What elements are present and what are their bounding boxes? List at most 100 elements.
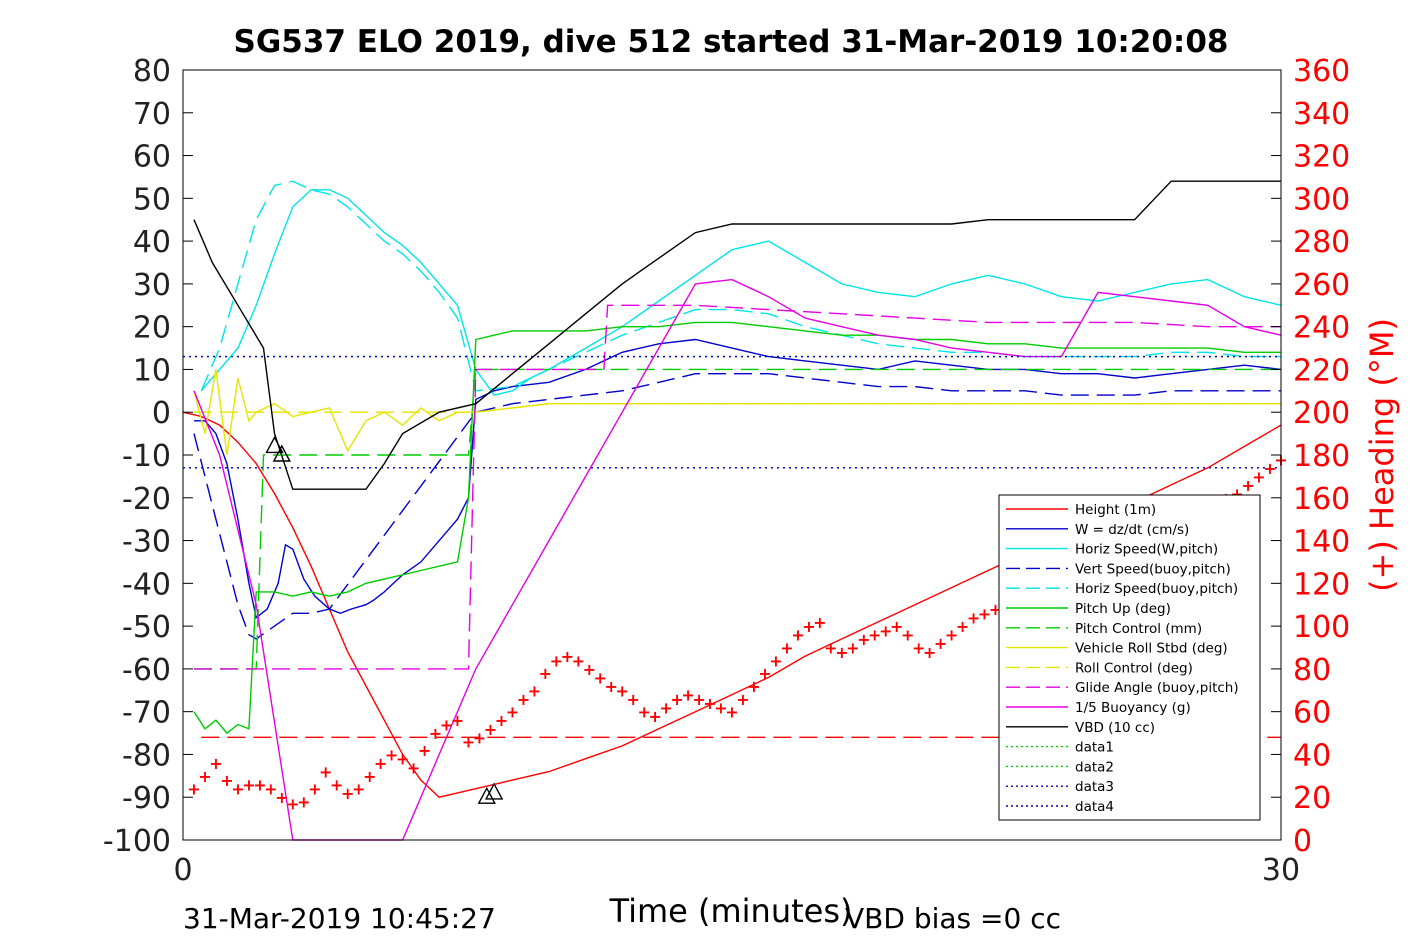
heading-point: +	[725, 703, 738, 722]
y2-tick-label: 40	[1293, 738, 1331, 773]
heading-point: +	[198, 767, 211, 786]
series-horiz_w	[200, 189, 1282, 396]
heading-point: +	[670, 690, 683, 709]
legend-label: Pitch Control (mm)	[1075, 621, 1202, 637]
triangle-marker	[272, 444, 291, 462]
heading-point: +	[407, 758, 420, 777]
heading-point: +	[1263, 459, 1276, 478]
y-tick-label: 60	[133, 140, 171, 175]
y-tick-label: -20	[122, 482, 171, 517]
heading-point: +	[703, 694, 716, 713]
heading-point: +	[220, 771, 233, 790]
y-tick-label: -80	[122, 738, 171, 773]
heading-point: +	[1252, 467, 1265, 486]
triangle-marker	[477, 786, 496, 804]
heading-point: +	[572, 651, 585, 670]
heading-point: +	[451, 711, 464, 730]
heading-point: +	[264, 780, 277, 799]
right-y-axis-label: (+) Heading (°M)	[1363, 318, 1401, 592]
x-axis: 0 30	[173, 830, 1300, 888]
y2-tick-label: 160	[1293, 482, 1350, 517]
heading-point: +	[593, 668, 606, 687]
heading-point: +	[747, 677, 760, 696]
heading-point: +	[506, 703, 519, 722]
series-vert_buoy	[193, 373, 1281, 640]
heading-point: +	[286, 795, 299, 814]
y2-tick-label: 240	[1293, 311, 1350, 346]
heading-point: +	[956, 617, 969, 636]
heading-point: +	[945, 626, 958, 645]
footer-timestamp: 31-Mar-2019 10:45:27	[183, 902, 496, 935]
y2-tick-label: 220	[1293, 353, 1350, 388]
heading-point: +	[297, 793, 310, 812]
y-tick-label: 30	[133, 268, 171, 303]
heading-point: +	[363, 767, 376, 786]
heading-point: +	[780, 639, 793, 658]
heading-point: +	[462, 733, 475, 752]
heading-point: +	[758, 664, 771, 683]
y2-tick-label: 100	[1293, 610, 1350, 645]
y2-tick-label: 340	[1293, 97, 1350, 132]
heading-point: +	[879, 621, 892, 640]
heading-point: +	[604, 677, 617, 696]
legend: Height (1m) W = dz/dt (cm/s) Horiz Speed(W…	[998, 494, 1261, 821]
y2-tick-label: 260	[1293, 268, 1350, 303]
heading-point: +	[209, 754, 222, 773]
heading-point: +	[934, 634, 947, 653]
series-pitch_up	[193, 321, 1281, 735]
y-tick-label: -40	[122, 567, 171, 602]
heading-point: +	[341, 784, 354, 803]
y-tick-label: 80	[133, 54, 171, 89]
legend-label: data2	[1075, 759, 1114, 775]
y2-tick-label: 300	[1293, 182, 1350, 217]
legend-label: data3	[1075, 779, 1114, 795]
series-w	[194, 338, 1282, 619]
heading-point: +	[484, 720, 497, 739]
heading-point: +	[813, 613, 826, 632]
heading-point: +	[473, 728, 486, 747]
y2-tick-label: 180	[1293, 439, 1350, 474]
series-vbd	[193, 180, 1281, 490]
heading-point: +	[846, 639, 859, 658]
legend-label: Horiz Speed(W,pitch)	[1075, 542, 1218, 558]
heading-point: +	[835, 643, 848, 662]
heading-point: +	[319, 763, 332, 782]
series-roll_control	[194, 403, 1281, 413]
heading-point: +	[242, 775, 255, 794]
heading-point: +	[692, 690, 705, 709]
y-tick-label: -90	[122, 781, 171, 816]
series-glide_angle	[194, 304, 1281, 670]
heading-point: +	[440, 716, 453, 735]
right-y-axis: 3603403203002802602402202001801601401201…	[1271, 54, 1350, 859]
y-tick-label: 70	[133, 97, 171, 132]
footer-vbd-bias: VBD bias =0 cc	[845, 902, 1061, 935]
heading-point: +	[824, 639, 837, 658]
legend-label: Height (1m)	[1075, 502, 1156, 518]
heading-point: +	[637, 703, 650, 722]
heading-point: +	[978, 604, 991, 623]
heading-point: +	[901, 626, 914, 645]
heading-point: +	[802, 617, 815, 636]
heading-point: +	[923, 643, 936, 662]
y2-tick-label: 0	[1293, 824, 1312, 859]
heading-point: +	[385, 745, 398, 764]
heading-point: +	[275, 788, 288, 807]
left-y-axis: 80 70 60 50 40 30 20 10 0 -10 -20 -30 -40 -50 -60 -70 -8…	[103, 54, 193, 859]
heading-point: +	[791, 626, 804, 645]
heading-point: +	[418, 741, 431, 760]
heading-point: +	[495, 711, 508, 730]
heading-point: +	[308, 780, 321, 799]
y-tick-label: 10	[133, 353, 171, 388]
heading-point: +	[626, 690, 639, 709]
triangle-marker	[265, 435, 284, 454]
y-tick-label: 20	[133, 311, 171, 346]
legend-label: Horiz Speed(buoy,pitch)	[1075, 581, 1238, 597]
chart-title: SG537 ELO 2019, dive 512 started 31-Mar-…	[234, 24, 1229, 60]
y2-tick-label: 120	[1293, 567, 1350, 602]
legend-label: 1/5 Buoyancy (g)	[1075, 700, 1191, 716]
legend-label: data1	[1075, 740, 1114, 756]
y2-tick-label: 320	[1293, 140, 1350, 175]
y2-tick-label: 60	[1293, 696, 1331, 731]
heading-point: +	[912, 639, 925, 658]
y-tick-label: -10	[122, 439, 171, 474]
